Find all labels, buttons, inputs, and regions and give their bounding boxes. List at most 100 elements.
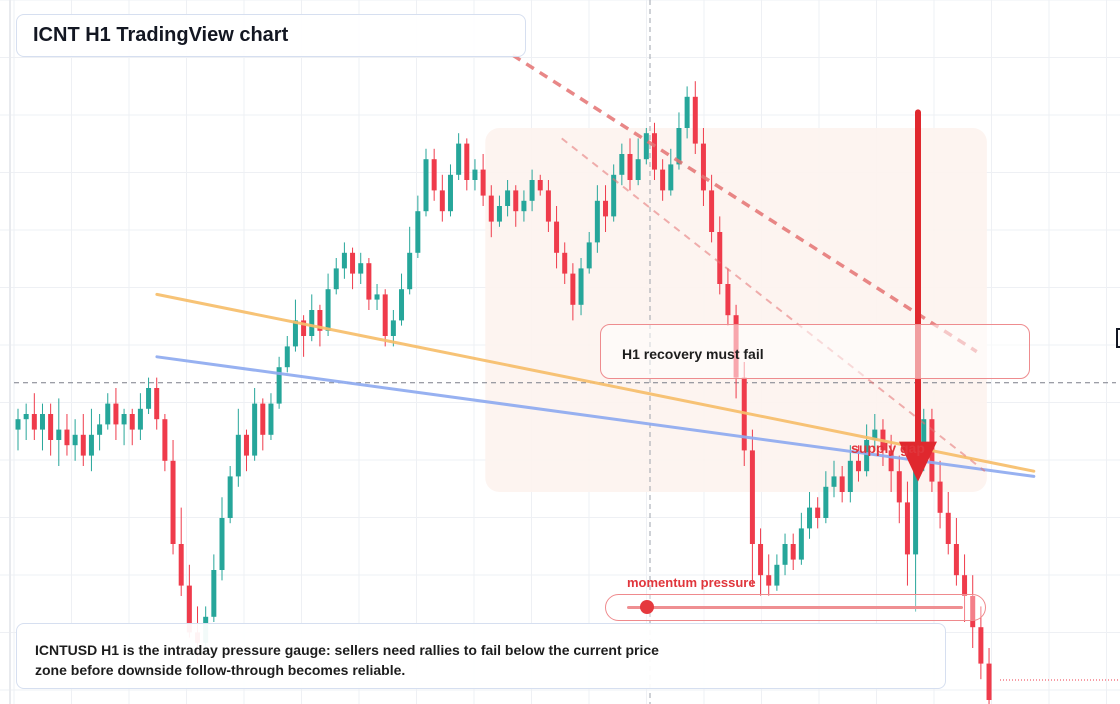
candle-body	[545, 190, 551, 222]
candle	[904, 481, 910, 586]
candle	[586, 232, 592, 274]
candle	[978, 606, 984, 680]
candle-body	[692, 96, 698, 144]
candle-body	[529, 180, 535, 201]
candle-body	[815, 507, 821, 518]
candle	[709, 174, 715, 243]
candle	[252, 388, 258, 461]
candle	[488, 185, 494, 238]
candle	[651, 122, 657, 180]
candle	[815, 497, 821, 529]
candle	[619, 143, 625, 186]
candle	[431, 148, 437, 201]
candle	[317, 304, 323, 347]
candle-body	[586, 242, 592, 269]
candle	[782, 533, 788, 576]
candle	[56, 398, 62, 466]
candle	[333, 258, 339, 295]
candle	[211, 554, 217, 622]
candle-body	[268, 403, 274, 435]
candle	[64, 414, 70, 456]
candle	[953, 518, 959, 586]
candle	[227, 466, 233, 524]
candle-body	[758, 544, 764, 576]
candle-body	[611, 174, 617, 217]
candle-body	[627, 154, 633, 180]
candle	[80, 414, 86, 466]
candle-body	[635, 159, 641, 180]
candle	[447, 164, 453, 217]
candle	[105, 393, 111, 430]
candle-body	[896, 471, 902, 503]
candle	[594, 185, 600, 253]
candle	[717, 216, 723, 295]
candle	[790, 533, 796, 570]
candle-body	[831, 476, 837, 487]
candle-body	[554, 221, 560, 253]
candle-body	[317, 310, 323, 331]
candle-body	[578, 268, 584, 305]
candle-body	[48, 414, 54, 440]
candle	[529, 169, 535, 212]
candle	[496, 195, 502, 227]
candle	[129, 408, 135, 446]
candle-body	[749, 450, 755, 544]
candle	[399, 273, 405, 326]
candle	[839, 466, 845, 503]
candle-body	[415, 211, 421, 253]
candle-body	[374, 294, 380, 300]
trendline-blue	[155, 355, 1036, 478]
candle-body	[921, 419, 927, 461]
candle-body	[651, 133, 657, 170]
candle	[962, 554, 968, 622]
candle-body	[513, 190, 519, 212]
candle-body	[480, 169, 486, 196]
candle-body	[431, 159, 437, 191]
candle	[578, 258, 584, 316]
candle-body	[39, 414, 45, 430]
candle-body	[137, 408, 143, 430]
candle-body	[684, 96, 690, 128]
candle	[407, 226, 413, 295]
candle	[276, 356, 282, 409]
candle	[480, 154, 486, 206]
candle-body	[945, 512, 951, 544]
candle	[146, 377, 152, 414]
candle-body	[807, 507, 813, 529]
channel-line-dashed	[511, 53, 978, 354]
candle-body	[80, 434, 86, 456]
candle	[309, 294, 315, 342]
candle-body	[121, 414, 127, 425]
candle-body	[847, 460, 853, 492]
candle	[325, 273, 331, 336]
candle	[537, 174, 543, 196]
momentum-pressure-label: momentum pressure	[627, 575, 756, 590]
candle-body	[888, 450, 894, 472]
candle-body	[782, 544, 788, 565]
candle-body	[15, 419, 21, 430]
candle-body	[619, 154, 625, 175]
candle-body	[953, 544, 959, 576]
candle	[635, 138, 641, 186]
candle-body	[798, 528, 804, 560]
candle	[243, 429, 249, 472]
momentum-gauge[interactable]	[605, 594, 986, 621]
candle-body	[496, 206, 502, 222]
candle-body	[717, 232, 723, 284]
candle-body	[284, 346, 290, 368]
candle-body	[537, 180, 543, 191]
candle-body	[292, 320, 298, 347]
candle	[439, 174, 445, 222]
candle-body	[774, 564, 780, 586]
candle-body	[505, 190, 511, 206]
candle-body	[341, 252, 347, 269]
candle	[162, 414, 168, 472]
momentum-gauge-knob[interactable]	[640, 600, 655, 614]
candle	[700, 128, 706, 206]
candle-body	[725, 284, 731, 316]
candle-body	[350, 252, 356, 274]
candle	[888, 434, 894, 492]
summary-caption: ICNTUSD H1 is the intraday pressure gaug…	[16, 623, 946, 689]
candle-body	[570, 273, 576, 305]
candle-body	[325, 289, 331, 331]
